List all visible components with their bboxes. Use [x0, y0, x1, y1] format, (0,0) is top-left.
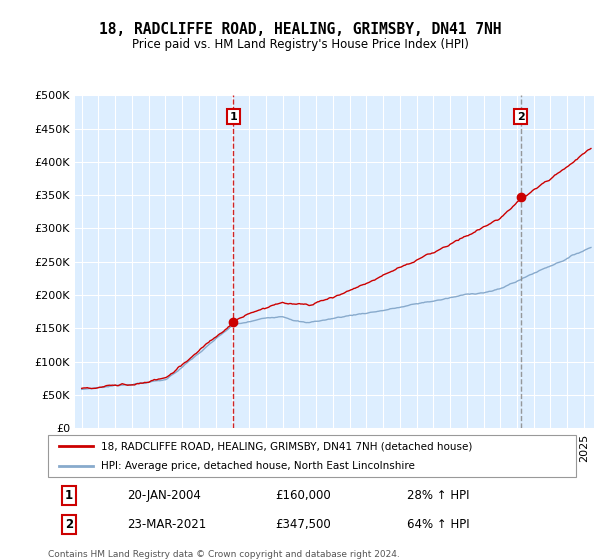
Text: 2: 2	[517, 111, 524, 122]
Text: 20-JAN-2004: 20-JAN-2004	[127, 489, 201, 502]
FancyBboxPatch shape	[48, 435, 576, 477]
Text: £160,000: £160,000	[275, 489, 331, 502]
Text: HPI: Average price, detached house, North East Lincolnshire: HPI: Average price, detached house, Nort…	[101, 461, 415, 471]
Text: 1: 1	[229, 111, 237, 122]
Text: 18, RADCLIFFE ROAD, HEALING, GRIMSBY, DN41 7NH: 18, RADCLIFFE ROAD, HEALING, GRIMSBY, DN…	[99, 22, 501, 38]
Text: Price paid vs. HM Land Registry's House Price Index (HPI): Price paid vs. HM Land Registry's House …	[131, 38, 469, 51]
Text: 2: 2	[65, 518, 73, 531]
Text: 18, RADCLIFFE ROAD, HEALING, GRIMSBY, DN41 7NH (detached house): 18, RADCLIFFE ROAD, HEALING, GRIMSBY, DN…	[101, 441, 472, 451]
Text: £347,500: £347,500	[275, 518, 331, 531]
Text: 23-MAR-2021: 23-MAR-2021	[127, 518, 206, 531]
Text: 28% ↑ HPI: 28% ↑ HPI	[407, 489, 470, 502]
Text: Contains HM Land Registry data © Crown copyright and database right 2024.
This d: Contains HM Land Registry data © Crown c…	[48, 550, 400, 560]
Text: 64% ↑ HPI: 64% ↑ HPI	[407, 518, 470, 531]
Text: 1: 1	[65, 489, 73, 502]
